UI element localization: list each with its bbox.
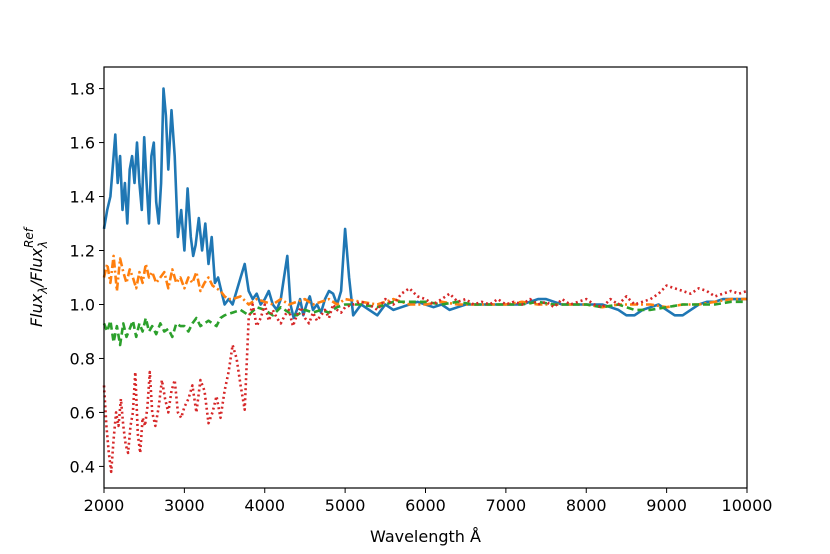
y-tick-label: 0.6 [70,403,95,422]
x-tick-label: 9000 [646,496,687,515]
series-line-3 [102,300,747,347]
series-line-4 [102,284,748,474]
x-tick-label: 10000 [722,496,773,515]
x-tick-label: 2000 [84,496,125,515]
plot-frame [103,66,748,489]
y-tick-label: 1.0 [70,295,95,314]
y-label-base: Flux [27,293,46,327]
x-tick-label: 8000 [566,496,607,515]
x-tick-label: 5000 [325,496,366,515]
x-axis-ticks: 2000 3000 4000 5000 6000 7000 8000 9000 10000 [84,488,773,515]
series-lines [102,87,748,474]
y-label-sep: /Flux [27,247,46,288]
y-axis-label: Fluxλ/FluxλRef [22,226,50,327]
y-tick-label: 0.8 [70,349,95,368]
y-label-sub2: λ [36,241,50,249]
y-label-sup2: Ref [22,226,36,248]
x-tick-label: 3000 [164,496,205,515]
y-axis-ticks: 0.4 0.6 0.8 1.0 1.2 1.4 1.6 1.8 [70,80,104,476]
series-line-1 [102,87,747,320]
series-line-2 [102,254,747,309]
y-tick-label: 1.2 [70,242,95,261]
y-tick-label: 0.4 [70,457,95,476]
y-label-sub1: λ [36,287,50,295]
x-tick-label: 7000 [486,496,527,515]
y-tick-label: 1.8 [70,80,95,99]
x-tick-label: 6000 [405,496,446,515]
x-tick-label: 4000 [244,496,285,515]
x-axis-label: Wavelength Å [370,527,481,546]
y-tick-label: 1.4 [70,188,95,207]
y-tick-label: 1.6 [70,134,95,153]
